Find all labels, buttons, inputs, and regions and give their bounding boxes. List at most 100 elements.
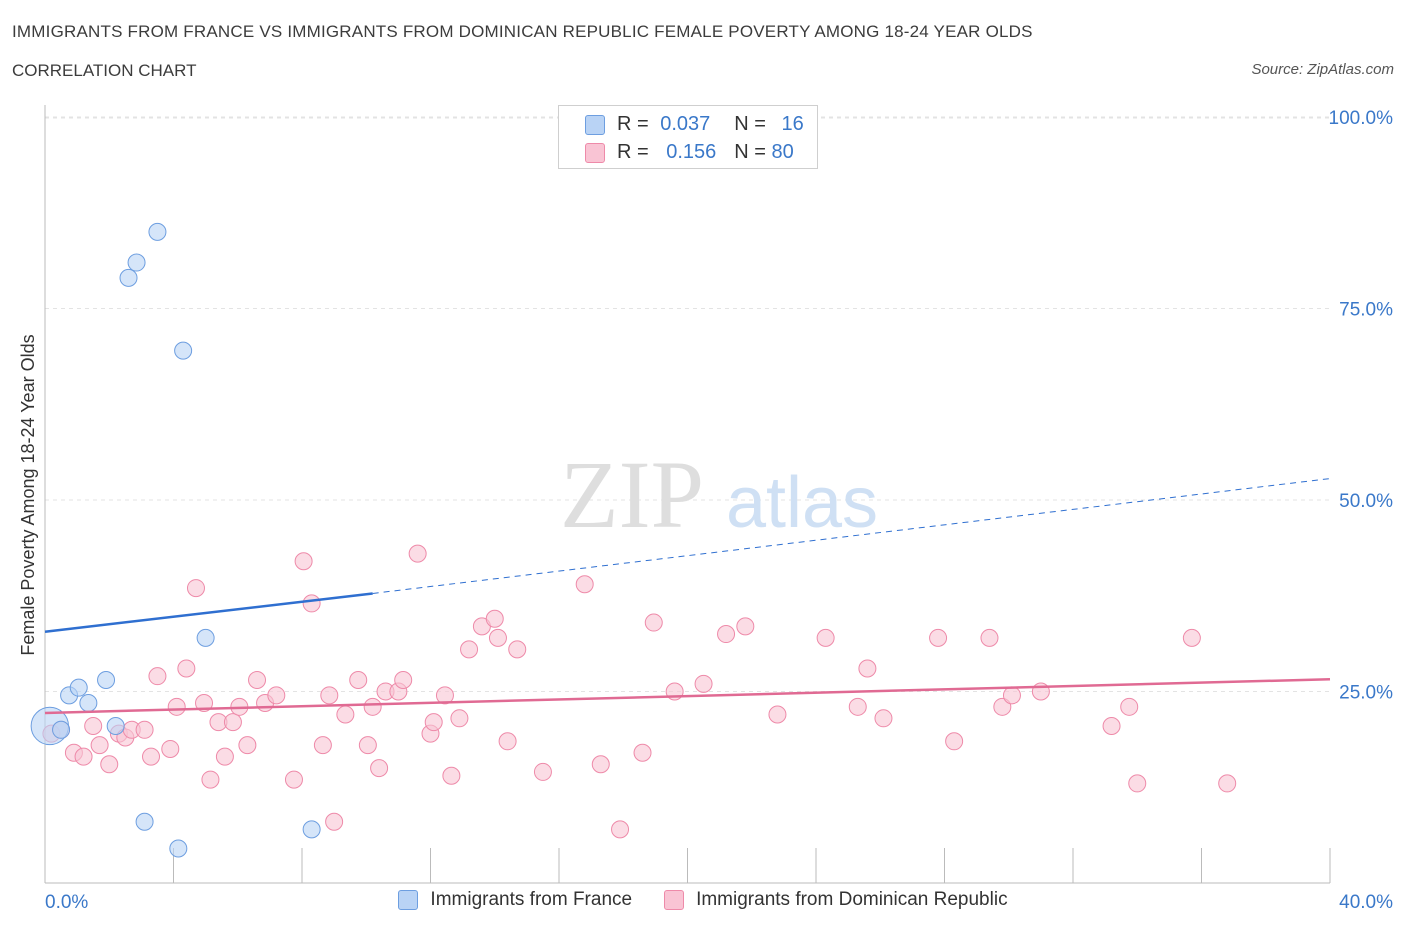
x-tick-label: 40.0% <box>1339 892 1393 913</box>
data-point-dr <box>267 686 286 705</box>
data-point-dr <box>201 770 220 789</box>
data-point-dr <box>186 579 205 598</box>
data-point-dr <box>370 759 389 778</box>
data-point-france <box>119 268 138 287</box>
data-point-dr <box>508 640 527 659</box>
data-point-dr <box>736 617 755 636</box>
data-point-dr <box>488 628 507 647</box>
data-point-dr <box>1182 628 1201 647</box>
bottom-legend: Immigrants from France Immigrants from D… <box>0 889 1406 911</box>
data-point-dr <box>248 671 267 690</box>
legend-swatch-france <box>398 890 419 910</box>
data-point-france <box>196 628 215 647</box>
y-tick-label: 50.0% <box>1339 491 1393 512</box>
data-point-dr <box>238 736 257 755</box>
data-point-dr <box>874 709 893 728</box>
series-france <box>30 222 321 858</box>
trend-line-dr <box>44 677 1331 715</box>
data-point-dr <box>575 575 594 594</box>
data-point-dr <box>816 628 835 647</box>
data-point-dr <box>442 766 461 785</box>
stats-row-france: R = 0.037 N = 16 <box>585 113 804 136</box>
data-point-france <box>106 716 125 735</box>
data-point-france <box>79 693 98 712</box>
data-point-dr <box>100 755 119 774</box>
data-point-dr <box>1120 697 1139 716</box>
data-point-dr <box>325 812 344 831</box>
data-point-dr <box>533 762 552 781</box>
data-point-france <box>69 678 88 697</box>
data-point-dr <box>294 552 313 571</box>
france-n-label: N = <box>734 113 772 135</box>
x-tick-label: 0.0% <box>45 892 88 913</box>
data-point-france <box>127 253 146 272</box>
data-point-dr <box>177 659 196 678</box>
data-point-france <box>302 820 321 839</box>
data-point-dr <box>1128 774 1147 793</box>
chart-subtitle: CORRELATION CHART <box>12 61 197 80</box>
data-point-dr <box>858 659 877 678</box>
data-point-dr <box>460 640 479 659</box>
france-r-value: 0.037 <box>660 113 711 135</box>
trend-line-france-extrapolated <box>372 478 1331 594</box>
watermark-zip: ZIP <box>560 441 704 548</box>
data-point-dr <box>1218 774 1237 793</box>
data-point-dr <box>644 613 663 632</box>
data-point-dr <box>135 720 154 739</box>
legend-item-france[interactable]: Immigrants from France <box>398 889 632 911</box>
source-label: Source: ZipAtlas.com <box>1251 61 1394 78</box>
stats-legend: R = 0.037 N = 16 R = 0.156 N = 80 <box>558 105 818 169</box>
legend-label-dr: Immigrants from Dominican Republic <box>696 889 1008 910</box>
data-point-dr <box>223 713 242 732</box>
dr-n-label: N = <box>734 141 772 163</box>
data-point-dr <box>302 594 321 613</box>
data-point-dr <box>167 697 186 716</box>
data-point-dr <box>408 544 427 563</box>
y-axis-label: Female Poverty Among 18-24 Year Olds <box>18 334 38 655</box>
data-point-dr <box>424 713 443 732</box>
tick-labels: 25.0% 50.0% 75.0% 100.0% 0.0% 40.0% <box>45 108 1393 913</box>
trend-line-france <box>44 592 373 633</box>
data-point-dr <box>90 736 109 755</box>
data-point-dr <box>591 755 610 774</box>
dr-swatch <box>585 142 605 163</box>
france-n-value: 16 <box>781 113 804 135</box>
data-point-dr <box>320 686 339 705</box>
data-point-dr <box>945 732 964 751</box>
data-point-dr <box>848 697 867 716</box>
data-point-dr <box>485 609 504 628</box>
data-point-france <box>169 839 188 858</box>
data-point-dr <box>694 674 713 693</box>
data-point-dr <box>313 736 332 755</box>
data-point-dr <box>394 671 413 690</box>
data-point-france <box>97 671 116 690</box>
data-point-dr <box>929 628 948 647</box>
data-point-france <box>135 812 154 831</box>
data-point-dr <box>1002 686 1021 705</box>
data-point-dr <box>611 820 630 839</box>
data-point-dr <box>980 628 999 647</box>
dr-r-label: R = <box>617 141 655 163</box>
data-point-france <box>52 720 71 739</box>
stats-row-dr: R = 0.156 N = 80 <box>585 141 794 164</box>
legend-swatch-dr <box>664 890 685 910</box>
chart-title: IMMIGRANTS FROM FRANCE VS IMMIGRANTS FRO… <box>12 22 1033 41</box>
data-point-dr <box>717 625 736 644</box>
data-point-dr <box>768 705 787 724</box>
data-point-dr <box>363 697 382 716</box>
data-point-dr <box>993 697 1012 716</box>
data-point-dr <box>336 705 355 724</box>
watermark-atlas: atlas <box>726 463 878 543</box>
y-tick-label: 75.0% <box>1339 300 1393 321</box>
data-point-dr <box>84 716 103 735</box>
data-point-dr <box>284 770 303 789</box>
data-point-dr <box>74 747 93 766</box>
data-point-dr <box>498 732 517 751</box>
legend-label-france: Immigrants from France <box>430 889 633 910</box>
data-point-dr <box>435 686 454 705</box>
data-point-dr <box>142 747 161 766</box>
data-point-france <box>148 222 167 241</box>
legend-item-dr[interactable]: Immigrants from Dominican Republic <box>664 889 1008 911</box>
data-point-dr <box>195 693 214 712</box>
